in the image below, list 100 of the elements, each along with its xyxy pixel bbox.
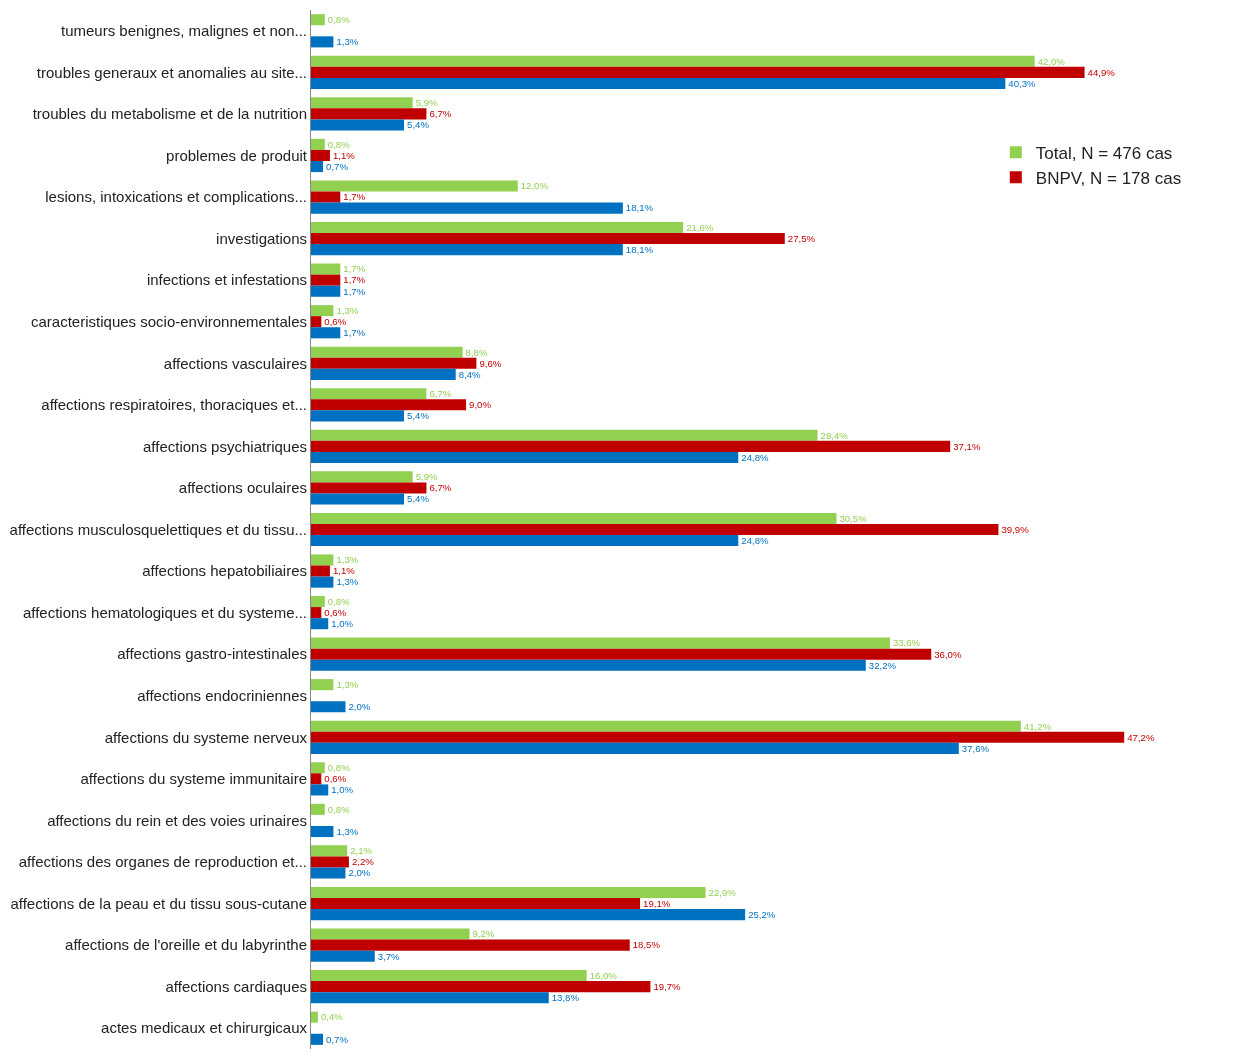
bar <box>311 1011 318 1023</box>
bar <box>311 939 630 951</box>
bar <box>311 263 341 275</box>
bar <box>311 55 1035 67</box>
data-label: 1,1% <box>332 149 356 161</box>
bar <box>311 731 1125 743</box>
bar <box>311 773 322 785</box>
data-label: 1,3% <box>336 825 359 837</box>
legend-label: BNPV, N = 178 cas <box>1035 168 1182 188</box>
data-label: 0,6% <box>324 773 347 785</box>
bar <box>311 856 349 868</box>
data-label: 12,0% <box>520 180 549 192</box>
bar <box>311 66 1085 78</box>
bar <box>311 346 463 358</box>
bar <box>311 909 746 921</box>
data-label: 21,6% <box>686 221 714 233</box>
data-label: 1,3% <box>336 36 359 48</box>
bar <box>311 596 325 608</box>
bar <box>311 191 341 203</box>
bar <box>311 950 375 962</box>
bar <box>311 981 651 993</box>
y-tick-label: affections musculosquelettiques et du tissu... <box>9 520 307 538</box>
data-label: 13,8% <box>551 992 580 1004</box>
data-label: 0,6% <box>324 316 347 328</box>
y-tick-label: affections du rein et des voies urinaires <box>47 811 307 829</box>
bar <box>311 357 477 369</box>
y-tick-label: caracteristiques socio-environnementales <box>31 312 307 330</box>
data-label: 6,7% <box>429 388 452 400</box>
data-label: 16,0% <box>589 969 618 981</box>
data-label: 6,7% <box>429 482 452 494</box>
y-tick-label: infections et infestations <box>146 271 307 289</box>
bar <box>311 285 341 297</box>
bar <box>311 327 341 339</box>
data-label: 1,7% <box>343 285 366 297</box>
data-label: 18,1% <box>625 243 654 255</box>
bar <box>311 867 346 879</box>
data-label: 1,3% <box>336 576 359 588</box>
data-label: 0,6% <box>324 606 347 618</box>
bar <box>311 440 951 452</box>
data-label: 9,2% <box>472 928 495 940</box>
bar <box>311 576 334 588</box>
data-label: 0,8% <box>327 803 351 815</box>
data-label: 9,6% <box>479 357 502 369</box>
data-label: 25,2% <box>748 908 776 920</box>
bar <box>311 180 518 192</box>
bar <box>311 305 334 317</box>
data-label: 5,9% <box>415 97 438 109</box>
data-label: 5,4% <box>407 493 430 505</box>
y-tick-label: troubles generaux et anomalies au site... <box>36 63 307 81</box>
y-tick-label: affections oculaires <box>178 479 307 497</box>
bar <box>311 607 322 619</box>
bar <box>311 618 329 630</box>
y-tick-label: affections respiratoires, thoraciques et... <box>41 396 307 414</box>
bar <box>311 762 325 774</box>
data-label: 1,7% <box>343 327 366 339</box>
bar <box>311 535 739 547</box>
data-label: 18,5% <box>632 939 661 951</box>
y-tick-label: affections hematologiques et du systeme... <box>22 603 307 621</box>
y-tick-label: lesions, intoxications et complications... <box>45 188 307 206</box>
bar <box>311 512 837 524</box>
data-label: 1,7% <box>343 263 366 275</box>
data-label: 30,5% <box>839 512 868 524</box>
y-tick-label: actes medicaux et chirurgicaux <box>101 1019 308 1037</box>
data-label: 0,7% <box>326 160 349 172</box>
data-label: 0,8% <box>327 138 351 150</box>
data-label: 37,6% <box>961 742 990 754</box>
bar <box>311 119 405 131</box>
bar <box>311 701 346 713</box>
bar <box>311 161 324 173</box>
bar <box>311 202 623 214</box>
bar <box>311 77 1006 89</box>
bar <box>311 970 587 982</box>
bar <box>311 316 322 328</box>
data-label: 33,6% <box>892 637 921 649</box>
y-tick-label: affections du systeme nerveux <box>104 728 308 746</box>
y-tick-label: affections vasculaires <box>163 354 307 372</box>
data-label: 24,8% <box>741 534 769 546</box>
data-label: 44,9% <box>1087 66 1116 78</box>
bar <box>311 97 413 109</box>
bar <box>311 368 456 380</box>
bar <box>311 742 959 754</box>
y-tick-label: affections cardiaques <box>165 977 307 995</box>
y-tick-label: affections de l'oreille et du labyrinthe <box>65 936 307 954</box>
bar <box>311 233 785 245</box>
y-tick-label: tumeurs benignes, malignes et non... <box>61 22 307 40</box>
data-label: 19,7% <box>653 980 682 992</box>
data-label: 5,4% <box>407 410 430 422</box>
bar <box>311 221 684 234</box>
bar <box>311 244 623 256</box>
y-tick-label: affections du systeme immunitaire <box>80 770 307 788</box>
bar <box>311 149 330 161</box>
bar <box>311 138 325 150</box>
data-label: 3,7% <box>377 950 401 962</box>
data-label: 2,0% <box>348 867 371 879</box>
data-label: 1,3% <box>336 678 359 690</box>
bar <box>311 565 330 577</box>
data-label: 47,2% <box>1127 731 1155 743</box>
bar <box>311 825 334 838</box>
bar <box>311 482 427 494</box>
data-label: 0,8% <box>327 595 351 607</box>
